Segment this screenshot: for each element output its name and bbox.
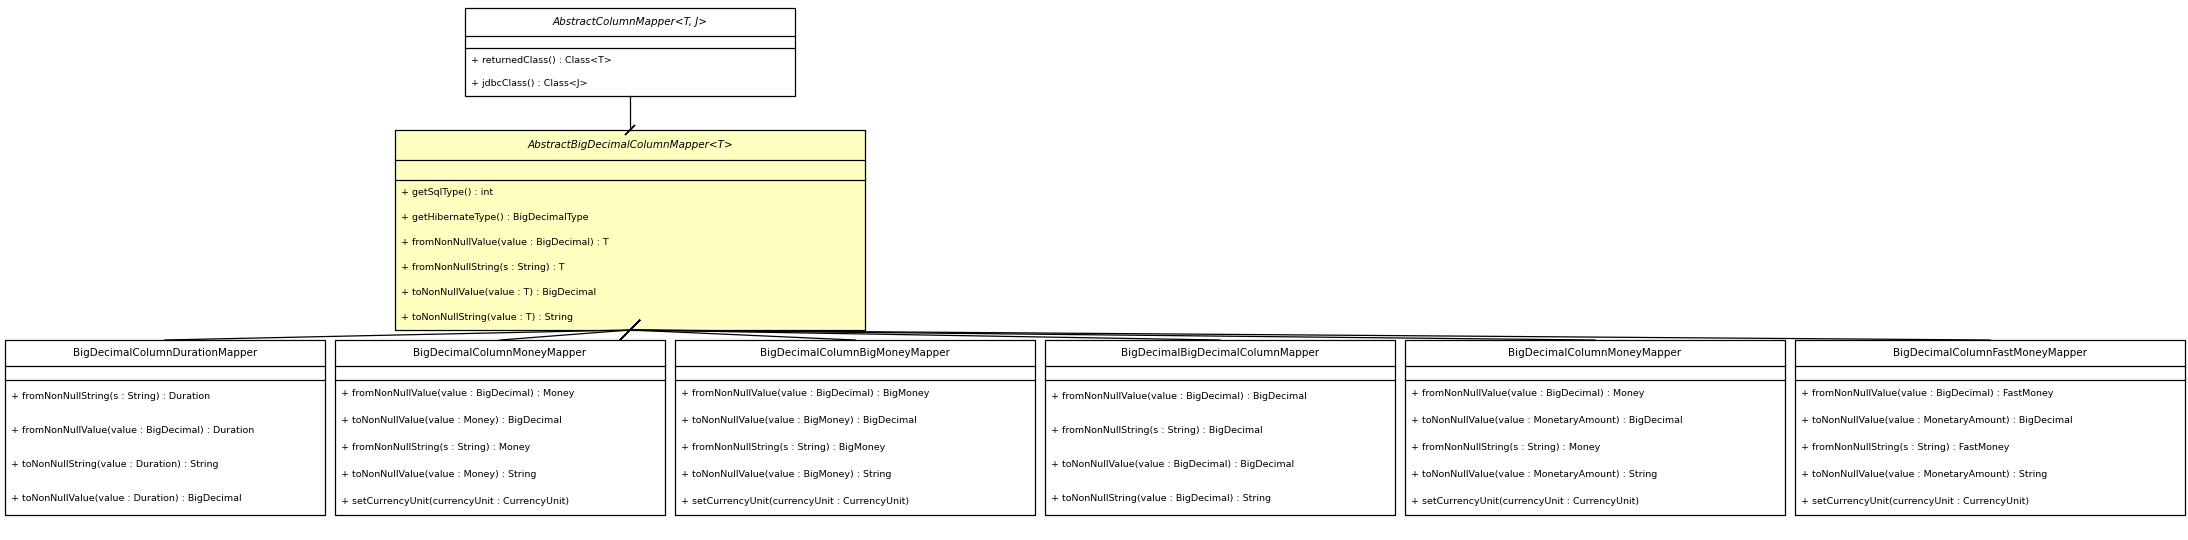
Text: + toNonNullValue(value : MonetaryAmount) : BigDecimal: + toNonNullValue(value : MonetaryAmount)… [1801, 416, 2072, 425]
Text: + fromNonNullValue(value : BigDecimal) : Money: + fromNonNullValue(value : BigDecimal) :… [1411, 389, 1645, 398]
Polygon shape [630, 320, 641, 330]
Polygon shape [630, 320, 641, 330]
Text: + fromNonNullString(s : String) : Money: + fromNonNullString(s : String) : Money [341, 443, 529, 452]
Text: + fromNonNullString(s : String) : Money: + fromNonNullString(s : String) : Money [1411, 443, 1599, 452]
Polygon shape [630, 320, 641, 330]
Bar [676, 340, 1035, 515]
Text: + fromNonNullString(s : String) : T: + fromNonNullString(s : String) : T [400, 263, 565, 272]
Bar [466, 8, 794, 96]
Text: + toNonNullValue(value : Duration) : BigDecimal: + toNonNullValue(value : Duration) : Big… [11, 494, 241, 503]
Bar [4, 340, 326, 515]
Text: + fromNonNullValue(value : BigDecimal) : FastMoney: + fromNonNullValue(value : BigDecimal) :… [1801, 389, 2055, 398]
Text: + toNonNullString(value : BigDecimal) : String: + toNonNullString(value : BigDecimal) : … [1050, 494, 1271, 503]
Text: + toNonNullValue(value : BigMoney) : String: + toNonNullValue(value : BigMoney) : Str… [680, 470, 891, 479]
Text: + setCurrencyUnit(currencyUnit : CurrencyUnit): + setCurrencyUnit(currencyUnit : Currenc… [1801, 497, 2028, 506]
Text: BigDecimalBigDecimalColumnMapper: BigDecimalBigDecimalColumnMapper [1120, 348, 1319, 358]
Text: + toNonNullValue(value : MonetaryAmount) : BigDecimal: + toNonNullValue(value : MonetaryAmount)… [1411, 416, 1683, 425]
Polygon shape [619, 330, 630, 340]
Text: + fromNonNullValue(value : BigDecimal) : BigMoney: + fromNonNullValue(value : BigDecimal) :… [680, 389, 930, 398]
Text: + fromNonNullValue(value : BigDecimal) : T: + fromNonNullValue(value : BigDecimal) :… [400, 238, 608, 247]
Text: AbstractColumnMapper<T, J>: AbstractColumnMapper<T, J> [554, 17, 707, 27]
Text: BigDecimalColumnBigMoneyMapper: BigDecimalColumnBigMoneyMapper [759, 348, 950, 358]
Text: + getSqlType() : int: + getSqlType() : int [400, 188, 492, 197]
Text: + jdbcClass() : Class<J>: + jdbcClass() : Class<J> [470, 79, 589, 89]
Text: + toNonNullValue(value : Money) : BigDecimal: + toNonNullValue(value : Money) : BigDec… [341, 416, 562, 425]
Text: + toNonNullString(value : Duration) : String: + toNonNullString(value : Duration) : St… [11, 460, 219, 469]
Text: BigDecimalColumnDurationMapper: BigDecimalColumnDurationMapper [72, 348, 258, 358]
Text: + fromNonNullString(s : String) : BigMoney: + fromNonNullString(s : String) : BigMon… [680, 443, 886, 452]
Polygon shape [619, 330, 630, 340]
Polygon shape [630, 320, 641, 330]
Text: + toNonNullValue(value : Money) : String: + toNonNullValue(value : Money) : String [341, 470, 536, 479]
Text: + toNonNullString(value : T) : String: + toNonNullString(value : T) : String [400, 313, 573, 322]
Text: + fromNonNullValue(value : BigDecimal) : BigDecimal: + fromNonNullValue(value : BigDecimal) :… [1050, 393, 1306, 401]
Text: + fromNonNullString(s : String) : BigDecimal: + fromNonNullString(s : String) : BigDec… [1050, 426, 1262, 435]
Polygon shape [626, 125, 635, 135]
Text: + toNonNullValue(value : MonetaryAmount) : String: + toNonNullValue(value : MonetaryAmount)… [1801, 470, 2048, 479]
Text: + setCurrencyUnit(currencyUnit : CurrencyUnit): + setCurrencyUnit(currencyUnit : Currenc… [1411, 497, 1639, 506]
Bar [1405, 340, 1785, 515]
Text: BigDecimalColumnMoneyMapper: BigDecimalColumnMoneyMapper [1508, 348, 1683, 358]
Text: + fromNonNullString(s : String) : FastMoney: + fromNonNullString(s : String) : FastMo… [1801, 443, 2009, 452]
Text: + fromNonNullValue(value : BigDecimal) : Duration: + fromNonNullValue(value : BigDecimal) :… [11, 426, 254, 435]
Text: + toNonNullValue(value : T) : BigDecimal: + toNonNullValue(value : T) : BigDecimal [400, 288, 595, 297]
Text: + fromNonNullString(s : String) : Duration: + fromNonNullString(s : String) : Durati… [11, 393, 210, 401]
Bar [1046, 340, 1396, 515]
Text: + returnedClass() : Class<T>: + returnedClass() : Class<T> [470, 56, 613, 64]
Text: BigDecimalColumnFastMoneyMapper: BigDecimalColumnFastMoneyMapper [1893, 348, 2087, 358]
Bar [1794, 340, 2186, 515]
Text: + toNonNullValue(value : BigMoney) : BigDecimal: + toNonNullValue(value : BigMoney) : Big… [680, 416, 917, 425]
Text: AbstractBigDecimalColumnMapper<T>: AbstractBigDecimalColumnMapper<T> [527, 140, 733, 150]
Bar [335, 340, 665, 515]
Text: + toNonNullValue(value : MonetaryAmount) : String: + toNonNullValue(value : MonetaryAmount)… [1411, 470, 1656, 479]
Text: + setCurrencyUnit(currencyUnit : CurrencyUnit): + setCurrencyUnit(currencyUnit : Currenc… [680, 497, 910, 506]
Text: + setCurrencyUnit(currencyUnit : CurrencyUnit): + setCurrencyUnit(currencyUnit : Currenc… [341, 497, 569, 506]
Text: BigDecimalColumnMoneyMapper: BigDecimalColumnMoneyMapper [414, 348, 586, 358]
Bar [396, 130, 864, 330]
Text: + toNonNullValue(value : BigDecimal) : BigDecimal: + toNonNullValue(value : BigDecimal) : B… [1050, 460, 1293, 469]
Text: + getHibernateType() : BigDecimalType: + getHibernateType() : BigDecimalType [400, 213, 589, 222]
Text: + fromNonNullValue(value : BigDecimal) : Money: + fromNonNullValue(value : BigDecimal) :… [341, 389, 575, 398]
